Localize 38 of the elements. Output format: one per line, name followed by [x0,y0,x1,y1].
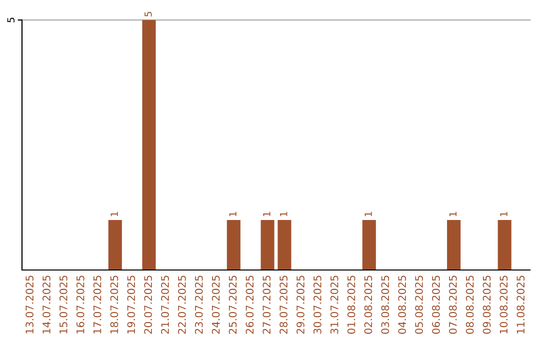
x-tick-label: 07.08.2025 [448,276,457,334]
data-label: 1 [280,212,288,216]
x-tick-label: 14.07.2025 [42,276,50,334]
x-tick-label: 13.07.2025 [26,276,34,334]
x-tick-label: 21.07.2025 [161,276,169,334]
x-tick-label: 19.07.2025 [127,276,136,334]
x-tick-label: 18.07.2025 [110,276,118,334]
data-label: 1 [110,212,118,216]
x-tick-label: 04.08.2025 [398,276,406,334]
x-tick-label: 23.07.2025 [194,276,203,334]
x-tick-label: 28.07.2025 [280,276,288,334]
x-tick-label: 25.07.2025 [228,276,237,334]
data-label: 1 [263,212,270,216]
x-tick-label: 15.07.2025 [59,276,68,334]
x-tick-label: 02.08.2025 [364,276,372,334]
x-tick-label: 30.07.2025 [313,276,322,334]
x-tick-label: 11.08.2025 [516,276,525,334]
x-tick-label: 31.07.2025 [330,276,338,334]
x-tick-label: 06.08.2025 [432,276,440,334]
x-tick-label: 01.08.2025 [347,276,356,334]
x-tick-label: 20.07.2025 [144,276,152,334]
x-tick-label: 27.07.2025 [262,276,271,334]
x-tick-label: 24.07.2025 [212,276,220,334]
x-tick-label: 09.08.2025 [482,276,491,334]
data-label: 1 [229,212,236,216]
x-tick-label: 03.08.2025 [381,276,390,334]
data-label: 1 [364,212,372,216]
x-tick-label: 22.07.2025 [178,276,186,334]
data-label: 5 [144,12,152,16]
x-tick-label: 05.08.2025 [415,276,423,334]
x-tick-label: 08.08.2025 [466,276,474,334]
x-tick-label: 10.08.2025 [500,276,508,334]
x-tick-label: 16.07.2025 [76,276,84,334]
x-tick-label: 17.07.2025 [93,276,102,334]
x-tick-label: 29.07.2025 [296,276,304,334]
data-label: 1 [500,212,508,216]
data-label: 1 [449,212,456,216]
x-tick-label: 26.07.2025 [246,276,254,334]
